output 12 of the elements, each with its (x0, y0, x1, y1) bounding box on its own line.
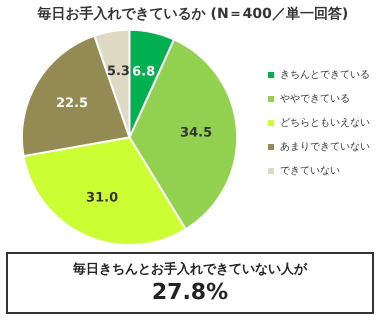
legend-label: ややできている (280, 94, 350, 105)
legend-label: できていない (280, 166, 340, 177)
callout-box: 毎日きちんとお手入れできていない人が 27.8% (6, 252, 374, 314)
chart-title: 毎日お手入れできているか (N＝400／単一回答) (36, 5, 348, 22)
data-label: 5.3 (106, 64, 130, 79)
data-label: 31.0 (86, 190, 118, 206)
data-label: 34.5 (180, 126, 212, 141)
data-label: 22.5 (56, 96, 88, 111)
data-label: 6.8 (132, 64, 156, 80)
legend-label: あまりできていない (280, 142, 370, 153)
legend-label: きちんとできている (280, 70, 370, 81)
legend-label: どちらともいえない (280, 118, 370, 129)
